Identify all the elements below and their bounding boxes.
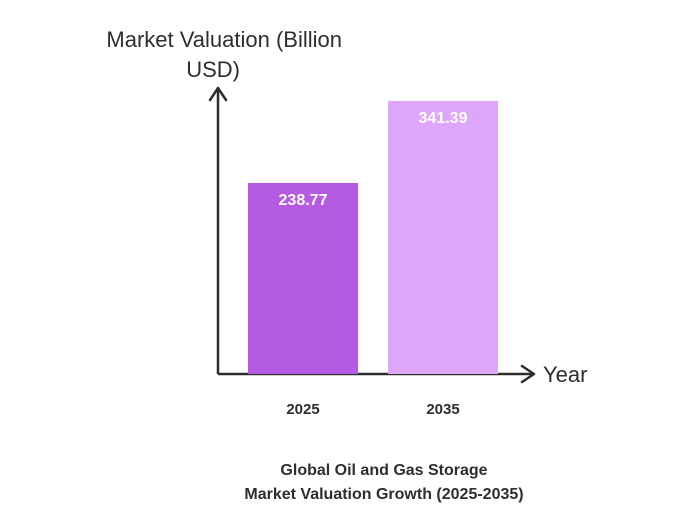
- chart-title-line-1: Global Oil and Gas Storage: [280, 462, 487, 479]
- chart-title-line-2: Market Valuation Growth (2025-2035): [244, 486, 523, 503]
- bar-value-label-2035: 341.39: [419, 110, 468, 127]
- bar-2025: [248, 182, 358, 374]
- bars-group: 238.77 341.39: [248, 100, 498, 374]
- x-tick-label-2035: 2035: [426, 401, 459, 418]
- bar-value-label-2025: 238.77: [279, 192, 328, 209]
- y-axis-label-line-1: Market Valuation (Billion: [106, 27, 342, 52]
- x-tick-label-2025: 2025: [286, 401, 319, 418]
- x-axis-arrow-icon: [520, 364, 536, 384]
- y-axis-label-line-2: USD): [186, 57, 240, 82]
- bar-2035: [388, 100, 498, 374]
- x-axis-label: Year: [543, 362, 587, 387]
- x-tick-labels: 2025 2035: [286, 401, 459, 418]
- y-axis-arrow-icon: [208, 86, 228, 102]
